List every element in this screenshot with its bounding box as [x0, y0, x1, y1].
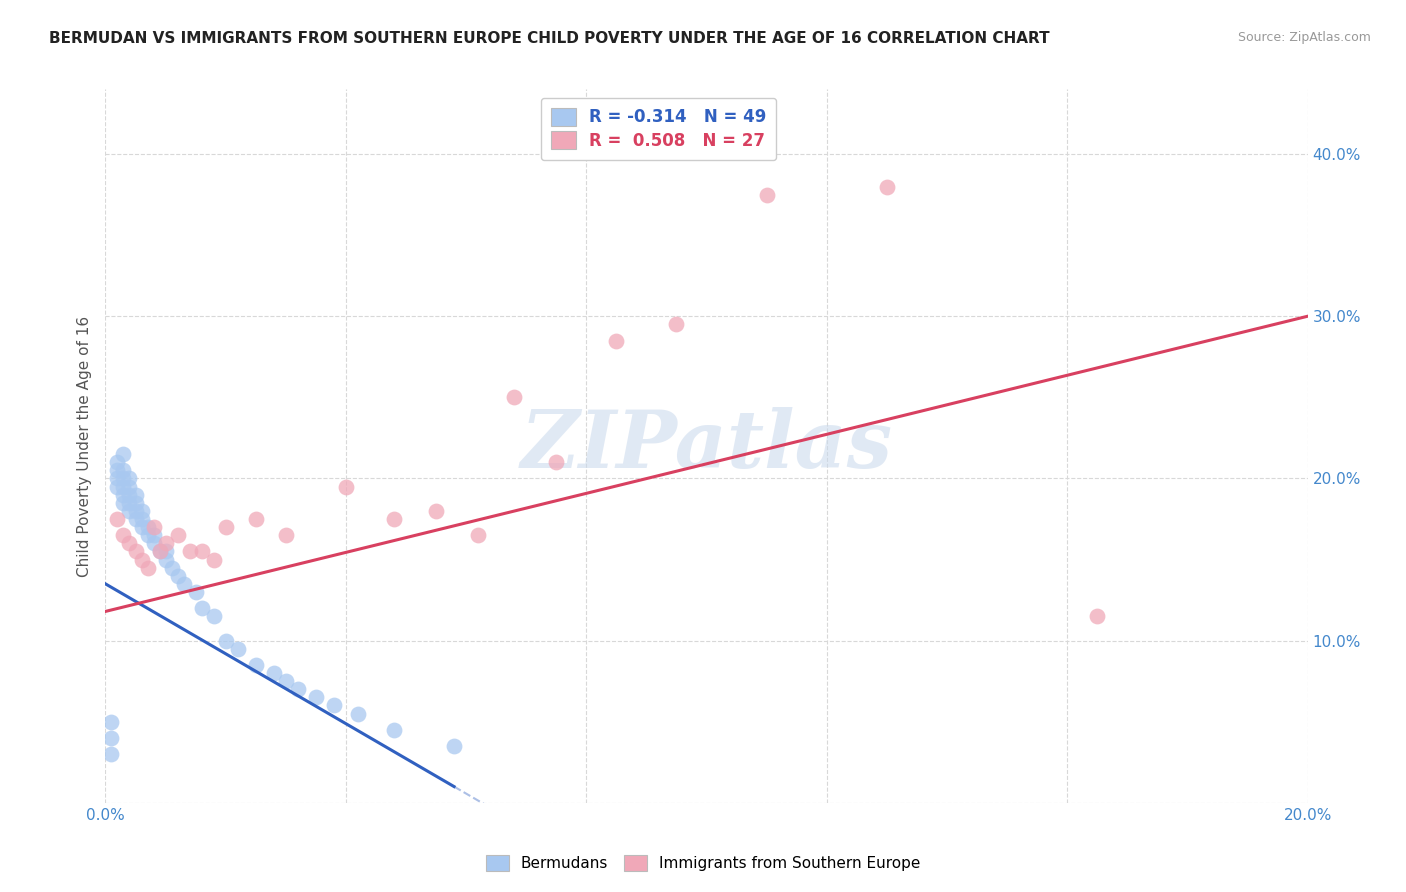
Point [118, 496, 141, 510]
Point [112, 488, 135, 502]
Point [118, 536, 141, 550]
Point [136, 520, 159, 534]
Point [166, 528, 188, 542]
Point [605, 334, 627, 348]
Point [382, 512, 405, 526]
Point [131, 504, 153, 518]
Point [190, 544, 212, 558]
Point [148, 544, 170, 558]
Point [131, 552, 153, 566]
Point [274, 674, 297, 689]
Point [124, 512, 146, 526]
Point [274, 528, 297, 542]
Point [142, 536, 165, 550]
Point [131, 520, 153, 534]
Point [305, 690, 328, 705]
Point [190, 601, 212, 615]
Point [148, 544, 170, 558]
Y-axis label: Child Poverty Under the Age of 16: Child Poverty Under the Age of 16 [77, 316, 93, 576]
Point [202, 609, 225, 624]
Point [335, 479, 357, 493]
Point [112, 463, 135, 477]
Point [100, 714, 122, 729]
Point [443, 739, 465, 753]
Point [136, 560, 159, 574]
Point [131, 512, 153, 526]
Point [142, 520, 165, 534]
Point [382, 723, 405, 737]
Point [467, 528, 489, 542]
Point [503, 390, 526, 404]
Point [155, 536, 177, 550]
Point [107, 463, 129, 477]
Point [166, 568, 188, 582]
Point [755, 187, 778, 202]
Point [347, 706, 370, 721]
Text: ZIPatlas: ZIPatlas [520, 408, 893, 484]
Point [112, 496, 135, 510]
Point [1085, 609, 1108, 624]
Point [124, 488, 146, 502]
Point [155, 544, 177, 558]
Point [214, 520, 236, 534]
Point [112, 447, 135, 461]
Point [184, 585, 207, 599]
Point [425, 504, 447, 518]
Point [118, 471, 141, 485]
Point [107, 479, 129, 493]
Point [100, 731, 122, 745]
Text: Source: ZipAtlas.com: Source: ZipAtlas.com [1237, 31, 1371, 45]
Point [160, 560, 183, 574]
Point [118, 504, 141, 518]
Point [112, 479, 135, 493]
Point [142, 528, 165, 542]
Point [322, 698, 344, 713]
Legend: Bermudans, Immigrants from Southern Europe: Bermudans, Immigrants from Southern Euro… [479, 849, 927, 877]
Point [546, 455, 568, 469]
Point [112, 471, 135, 485]
Point [665, 318, 688, 332]
Point [202, 552, 225, 566]
Point [876, 179, 898, 194]
Point [245, 657, 267, 672]
Legend: R = -0.314   N = 49, R =  0.508   N = 27: R = -0.314 N = 49, R = 0.508 N = 27 [540, 97, 776, 160]
Point [124, 504, 146, 518]
Point [214, 633, 236, 648]
Point [245, 512, 267, 526]
Point [136, 528, 159, 542]
Point [107, 471, 129, 485]
Point [118, 479, 141, 493]
Point [107, 512, 129, 526]
Point [173, 577, 195, 591]
Point [155, 552, 177, 566]
Point [100, 747, 122, 761]
Point [124, 544, 146, 558]
Point [263, 666, 285, 681]
Point [107, 455, 129, 469]
Point [118, 488, 141, 502]
Point [287, 682, 309, 697]
Text: BERMUDAN VS IMMIGRANTS FROM SOUTHERN EUROPE CHILD POVERTY UNDER THE AGE OF 16 CO: BERMUDAN VS IMMIGRANTS FROM SOUTHERN EUR… [49, 31, 1050, 46]
Point [226, 641, 249, 656]
Point [179, 544, 201, 558]
Point [112, 528, 135, 542]
Point [124, 496, 146, 510]
